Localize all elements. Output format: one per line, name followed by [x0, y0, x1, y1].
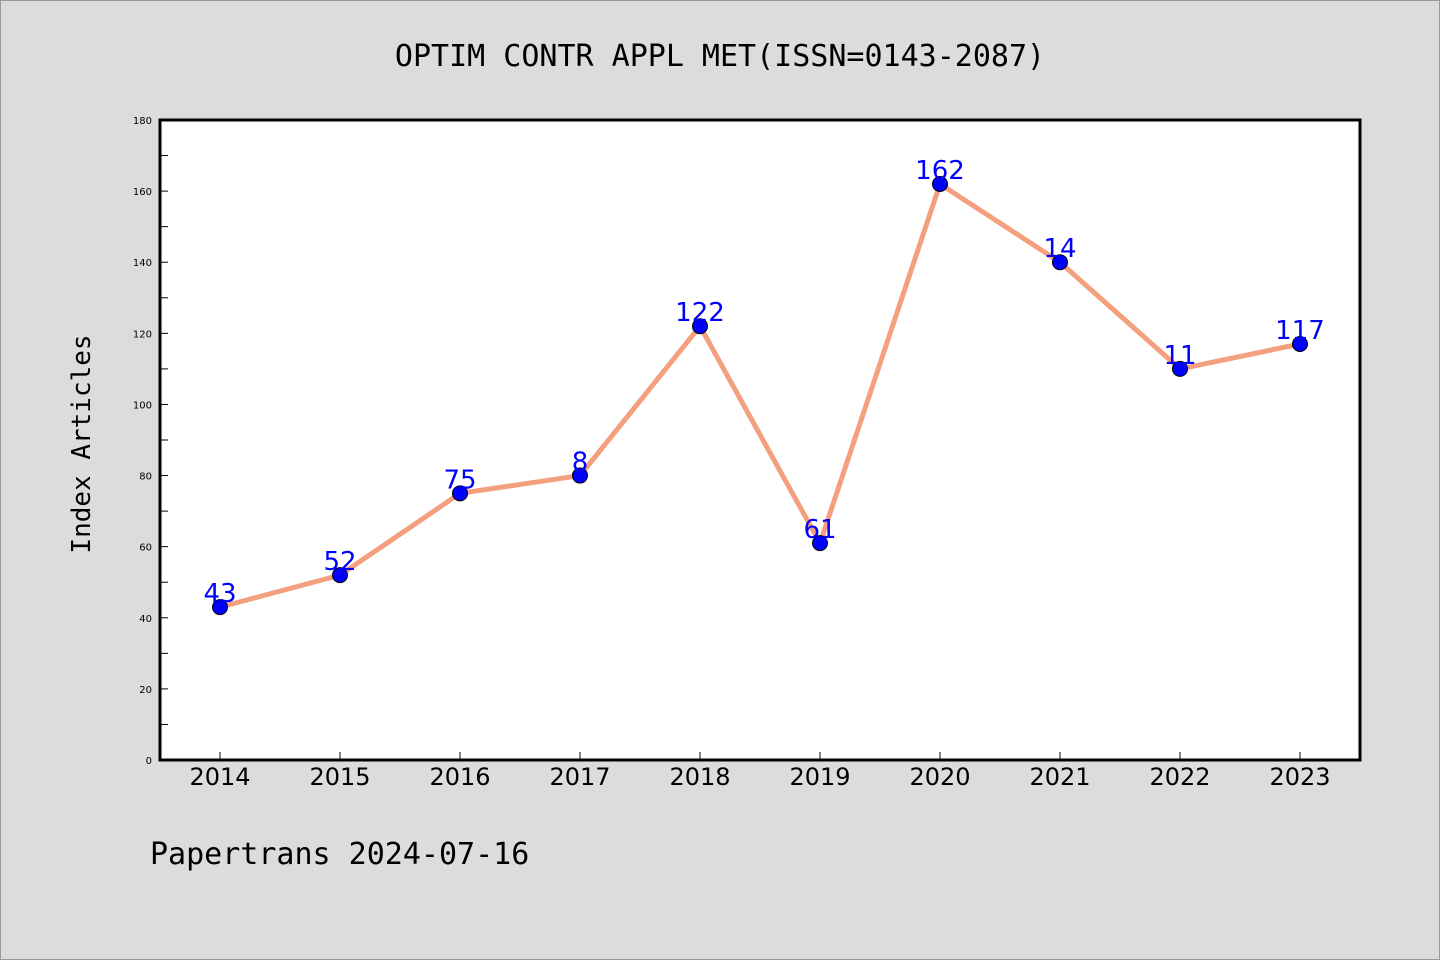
- data-label: 162: [915, 156, 965, 186]
- y-tick-label: 0: [146, 756, 152, 767]
- x-tick-label: 2022: [1149, 763, 1210, 791]
- x-tick-label: 2023: [1269, 763, 1330, 791]
- data-point: [692, 318, 708, 335]
- data-point: [572, 467, 588, 484]
- y-tick-label: 60: [139, 543, 152, 554]
- x-tick-label: 2016: [429, 763, 490, 791]
- data-label: 75: [443, 465, 476, 495]
- x-axis: 2014 2015 2016 2017 2018 2019 2020 2021 2022 2023: [189, 752, 1331, 791]
- data-label: 61: [803, 515, 836, 545]
- data-labels: 43 52 75 8 122 61 162 14 11 117: [203, 156, 1324, 609]
- footer-text: Papertrans 2024-07-16: [150, 837, 529, 872]
- y-axis: 0 20 40 60 80 100 120 140 160 180: [133, 116, 168, 767]
- plot-frame: [158, 118, 1362, 762]
- data-point: [212, 599, 228, 616]
- y-tick-label: 120: [133, 329, 152, 340]
- y-tick-label: 180: [133, 116, 152, 127]
- data-label: 52: [323, 547, 356, 577]
- x-tick-label: 2018: [669, 763, 730, 791]
- plot-area: [160, 120, 1360, 760]
- data-point: [812, 535, 828, 552]
- x-tick-label: 2021: [1029, 763, 1090, 791]
- data-label: 122: [675, 298, 725, 328]
- x-tick-label: 2017: [549, 763, 610, 791]
- series-polyline: [217, 181, 1303, 610]
- x-tick-label: 2014: [189, 763, 250, 791]
- data-point: [1052, 254, 1068, 271]
- data-point: [1172, 360, 1188, 377]
- data-label: 43: [203, 579, 236, 609]
- data-label: 11: [1163, 341, 1196, 371]
- data-point: [1292, 336, 1308, 352]
- y-tick-label: 100: [133, 400, 152, 411]
- y-tick-label: 80: [139, 472, 152, 483]
- data-point: [332, 567, 348, 584]
- data-point: [932, 176, 948, 192]
- x-tick-label: 2015: [309, 763, 370, 791]
- x-tick-label: 2019: [789, 763, 850, 791]
- series-line: [212, 176, 1308, 616]
- x-tick-label: 2020: [909, 763, 970, 791]
- y-tick-label: 140: [133, 258, 152, 269]
- y-tick-label: 160: [133, 187, 152, 198]
- data-label: 14: [1043, 234, 1076, 264]
- data-label: 117: [1275, 316, 1325, 346]
- y-tick-label: 20: [139, 685, 152, 696]
- data-label: 8: [572, 448, 589, 478]
- data-point: [452, 485, 468, 502]
- chart-title: OPTIM CONTR APPL MET(ISSN=0143-2087): [395, 39, 1045, 74]
- y-tick-label: 40: [139, 614, 152, 625]
- y-axis-label: Index Articles: [67, 334, 97, 553]
